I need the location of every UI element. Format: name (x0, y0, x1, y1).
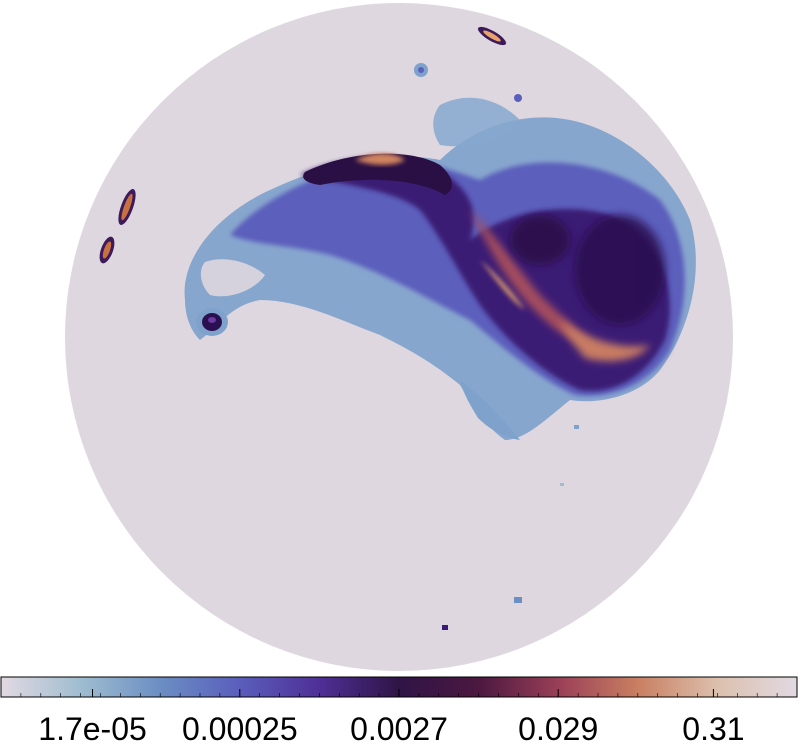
main-emission-upper-fringe (433, 97, 520, 147)
top-elongated-blob (477, 26, 507, 46)
main-emission-lower-tail (460, 380, 520, 440)
small-pixel-right (514, 597, 522, 603)
main-emission-dark-ridge (303, 153, 452, 195)
small-pixel-right-2 (574, 425, 579, 429)
left-twin-blobs (99, 189, 136, 264)
colorbar-tick-label: 0.31 (682, 711, 744, 747)
colorbar-tick-label: 0.0027 (350, 711, 448, 747)
small-source-bottom (442, 625, 448, 630)
colorbar-tick-label: 0.029 (518, 711, 598, 747)
colorbar-tick-label: 1.7e-05 (38, 711, 147, 747)
colorbar-tick-labels: 1.7e-05 0.00025 0.0027 0.029 0.31 (38, 711, 744, 747)
main-emission-dark-pocket (575, 215, 665, 325)
main-emission-bright-arc-2 (560, 320, 650, 362)
emission-layer (99, 26, 696, 630)
main-emission-dark-pocket-2 (510, 215, 570, 265)
main-emission-bright-arc-3 (480, 260, 525, 310)
colorbar-tick-label: 0.00025 (182, 711, 298, 747)
small-source-left (196, 308, 228, 336)
left-arm-hole (200, 259, 265, 297)
main-emission-bright-ridge-top (355, 153, 405, 165)
small-source-top-core (418, 67, 424, 73)
small-pixel-far (560, 483, 564, 486)
colorbar-ticks (20, 689, 778, 697)
colorbar: 1.7e-05 0.00025 0.0027 0.029 0.31 (0, 676, 798, 747)
small-source-top-right (514, 94, 522, 102)
